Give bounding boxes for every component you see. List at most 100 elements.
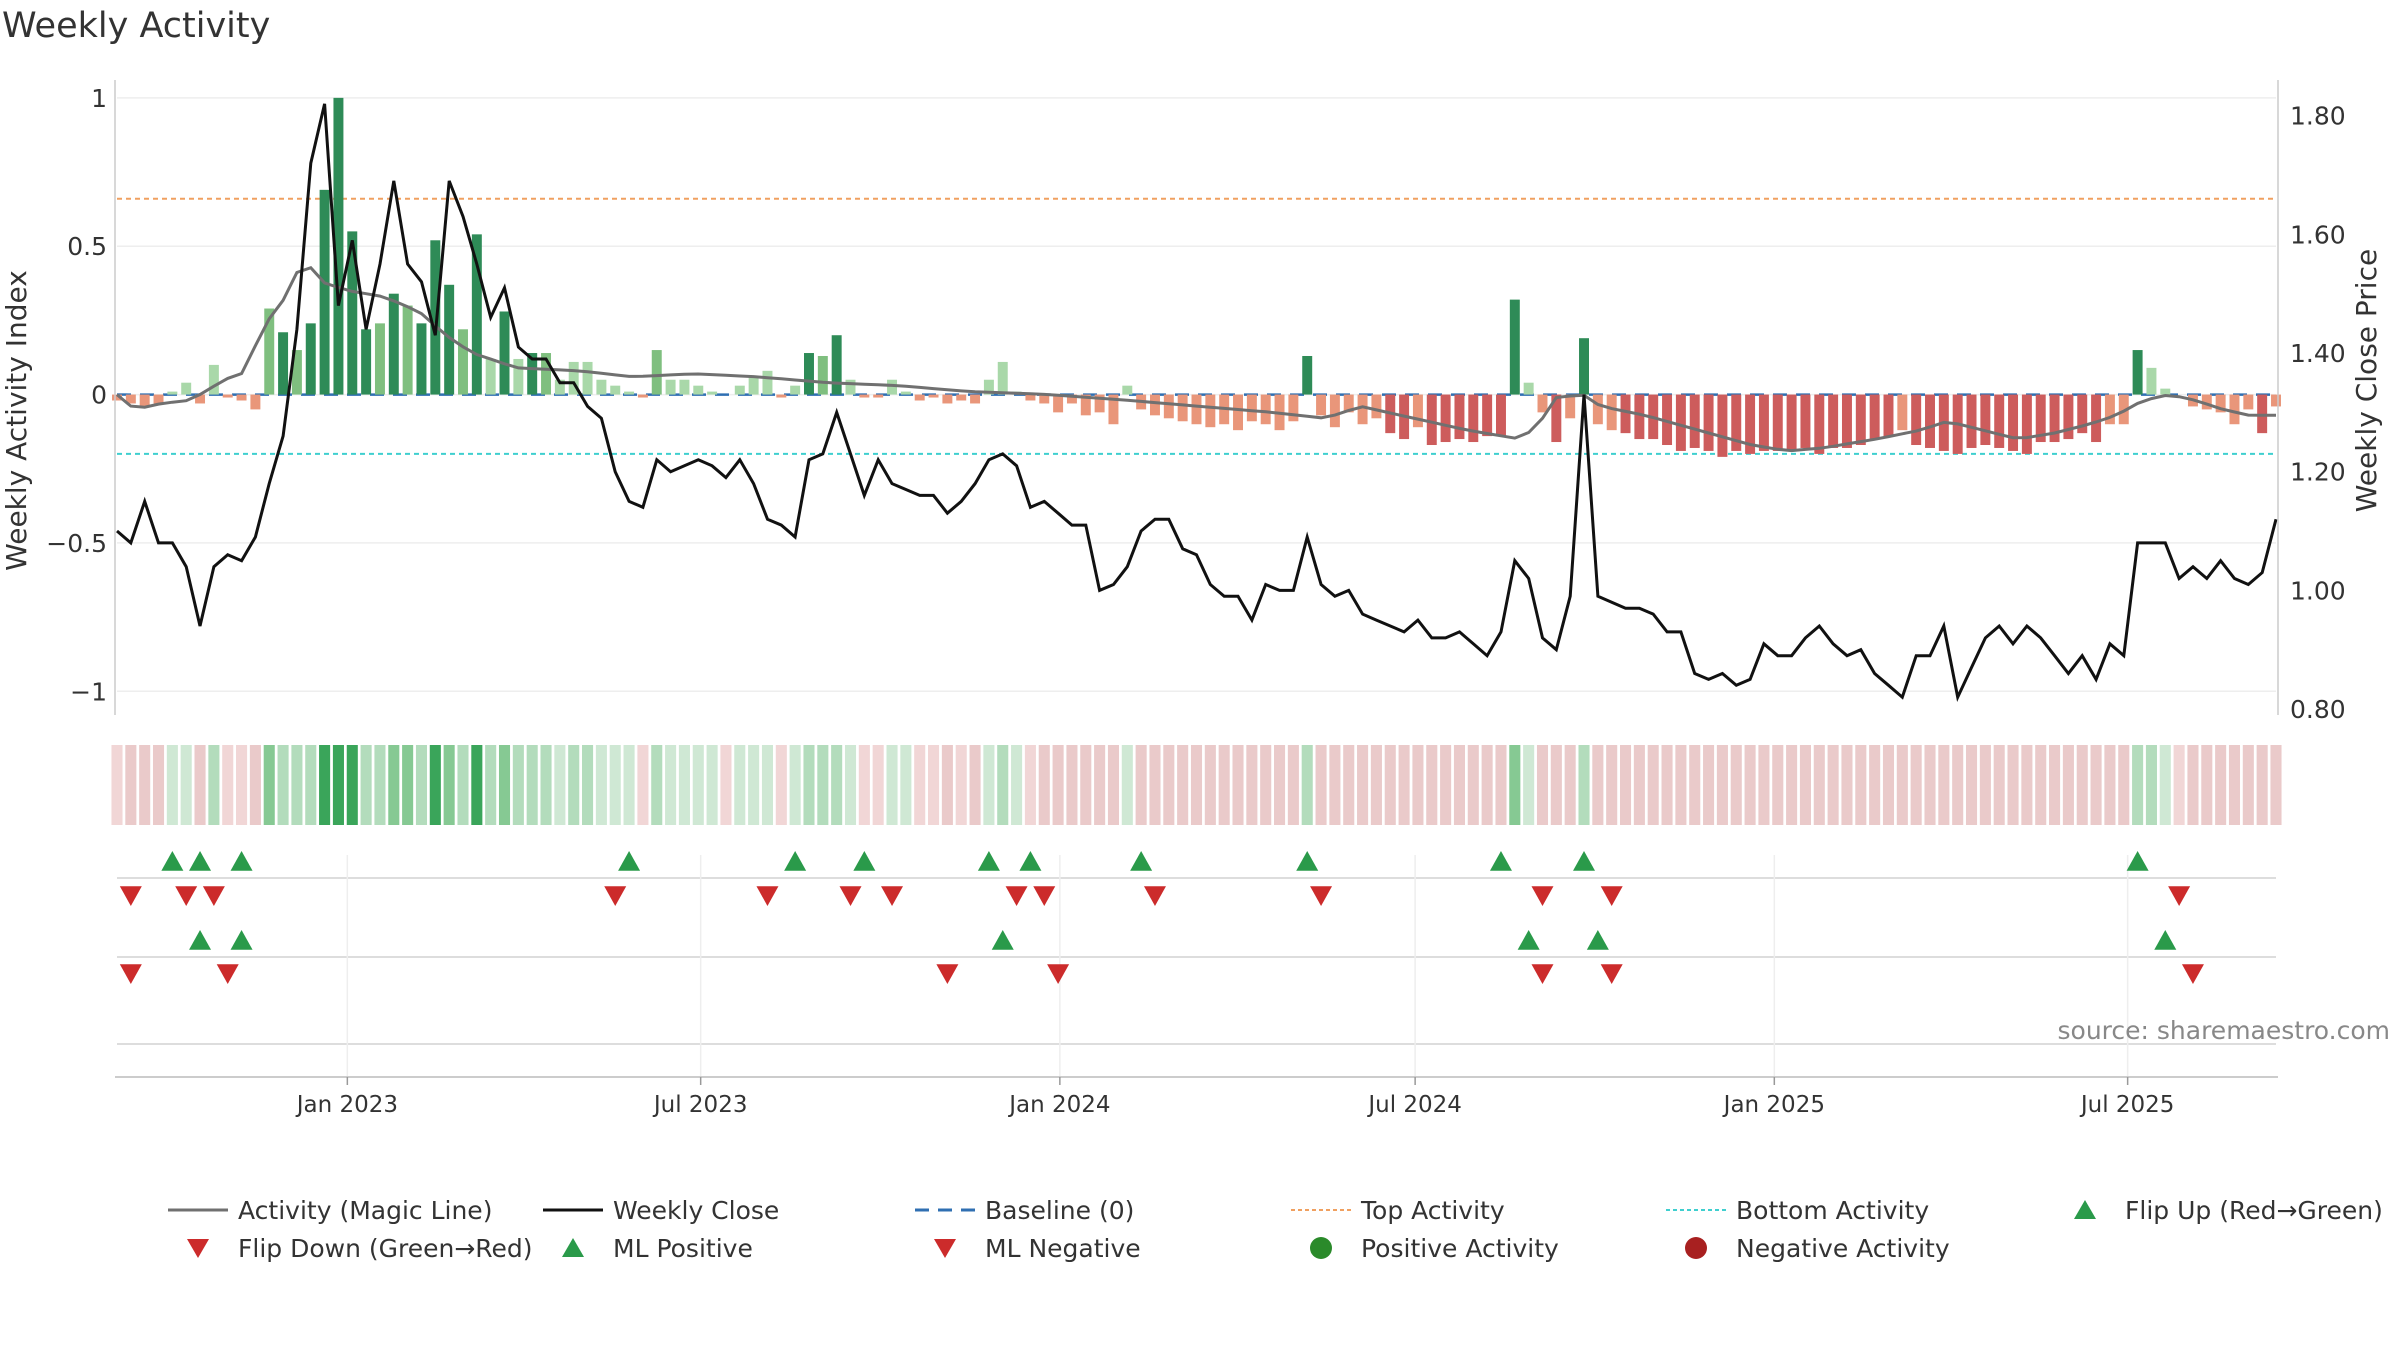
strip-cell	[1190, 745, 1203, 825]
right-tick-label: 1.60	[2290, 220, 2346, 249]
activity-bar	[2008, 394, 2019, 451]
activity-bar	[983, 379, 994, 395]
activity-bar	[1509, 299, 1520, 395]
strip-cell	[1758, 745, 1770, 825]
strip-cell	[374, 745, 386, 825]
strip-cell	[595, 745, 607, 825]
x-axis: Jan 2023 Jul 2023 Jan 2024 Jul 2024 Jan 2025…	[115, 1076, 2278, 1118]
flip-up-marker	[853, 851, 876, 871]
strip-cell	[526, 745, 538, 825]
left-axis-label: Weekly Activity Index	[0, 270, 33, 571]
activity-bar	[1454, 394, 1465, 440]
strip-cell	[402, 745, 414, 825]
activity-bar	[139, 394, 150, 407]
strip-cell	[1689, 745, 1701, 825]
strip-cell	[789, 745, 801, 825]
strip-cell	[2118, 745, 2130, 825]
strip-cell	[180, 745, 192, 825]
x-tick-label: Jul 2025	[2079, 1092, 2175, 1118]
activity-bar	[416, 323, 427, 395]
strip-cell	[1357, 745, 1369, 825]
strip-cell	[208, 745, 220, 825]
strip-cell	[2132, 745, 2144, 825]
activity-bars	[112, 97, 2281, 457]
legend-swatch-bottom-activity	[1666, 1195, 1726, 1225]
ml-negative-marker	[1047, 964, 1070, 984]
strip-cell	[485, 745, 497, 825]
strip-cell	[1536, 745, 1549, 825]
strip-cell	[1287, 745, 1299, 825]
strip-cell	[1730, 745, 1742, 825]
strip-cell	[1149, 745, 1161, 825]
strip-cell	[1121, 745, 1133, 825]
activity-bar	[2091, 394, 2102, 443]
activity-bar	[1551, 394, 1562, 443]
flip-up-marker	[1019, 851, 1042, 871]
strip-cell	[1301, 745, 1313, 825]
strip-cell	[1965, 745, 1978, 825]
strip-cell	[831, 745, 843, 825]
activity-bar	[1343, 394, 1354, 413]
flip-down-marker	[1143, 886, 1166, 906]
activity-bar	[264, 308, 275, 395]
strip-cell	[1882, 745, 1895, 825]
right-tick-label: 1.80	[2290, 102, 2346, 131]
left-tick-label: −0.5	[46, 529, 107, 558]
strip-cell	[249, 745, 261, 825]
activity-bar	[1634, 394, 1645, 440]
flip-down-marker	[1310, 886, 1333, 906]
strip-cell	[2090, 745, 2102, 825]
activity-bar	[1191, 394, 1202, 425]
activity-bar	[596, 379, 607, 395]
strip-cell	[1799, 745, 1811, 825]
legend-item-bottom-activity: Bottom Activity	[1666, 1195, 1929, 1225]
activity-bar	[444, 284, 455, 395]
strip-cell	[1813, 745, 1825, 825]
ml-negative-marker	[216, 964, 239, 984]
activity-bar	[845, 379, 856, 395]
activity-bar	[250, 394, 261, 410]
strip-cell	[928, 745, 940, 825]
strip-cell	[1661, 745, 1673, 825]
strip-cell	[2201, 745, 2213, 825]
activity-bar	[1758, 394, 1769, 451]
strip-cell	[346, 745, 358, 825]
activity-bar	[568, 361, 579, 395]
activity-bar	[153, 394, 164, 404]
activity-bar	[291, 350, 302, 395]
flip-down-marker	[1531, 886, 1554, 906]
strip-cell	[900, 745, 912, 825]
activity-bar	[1579, 338, 1589, 395]
activity-bar	[859, 394, 870, 398]
activity-bar	[1911, 394, 1922, 446]
strip-cell	[236, 745, 248, 825]
ml-positive-marker	[991, 930, 1014, 950]
legend-label: ML Negative	[985, 1233, 1141, 1263]
ml-negative-marker	[936, 964, 959, 984]
strip-cell	[194, 745, 206, 825]
strip-cell	[2159, 745, 2171, 825]
activity-bar	[2271, 394, 2281, 407]
legend-label: Flip Down (Green→Red)	[238, 1233, 533, 1263]
strip-cell	[568, 745, 580, 825]
activity-bar	[1260, 394, 1271, 425]
magic-line	[116, 265, 2276, 453]
strip-cell	[498, 745, 511, 825]
flip-down-marker	[756, 886, 779, 906]
x-tick-label: Jul 2024	[1366, 1092, 1462, 1118]
strip-cell	[2256, 745, 2268, 825]
activity-bar	[748, 376, 759, 395]
strip-cell	[429, 745, 441, 825]
activity-bar	[1371, 394, 1382, 419]
activity-bar	[637, 394, 648, 398]
ml-negative-marker	[2181, 964, 2204, 984]
legend-label: Negative Activity	[1736, 1233, 1950, 1263]
activity-bar	[1523, 382, 1534, 395]
strip-cell	[2076, 745, 2088, 825]
activity-bar	[2077, 394, 2088, 434]
legend-swatch-flip-down	[168, 1233, 228, 1263]
x-tick-label: Jan 2023	[295, 1092, 398, 1118]
legend-item-positive-activity: Positive Activity	[1291, 1233, 1559, 1263]
strip-cell	[319, 745, 331, 825]
strip-cell	[1412, 745, 1424, 825]
